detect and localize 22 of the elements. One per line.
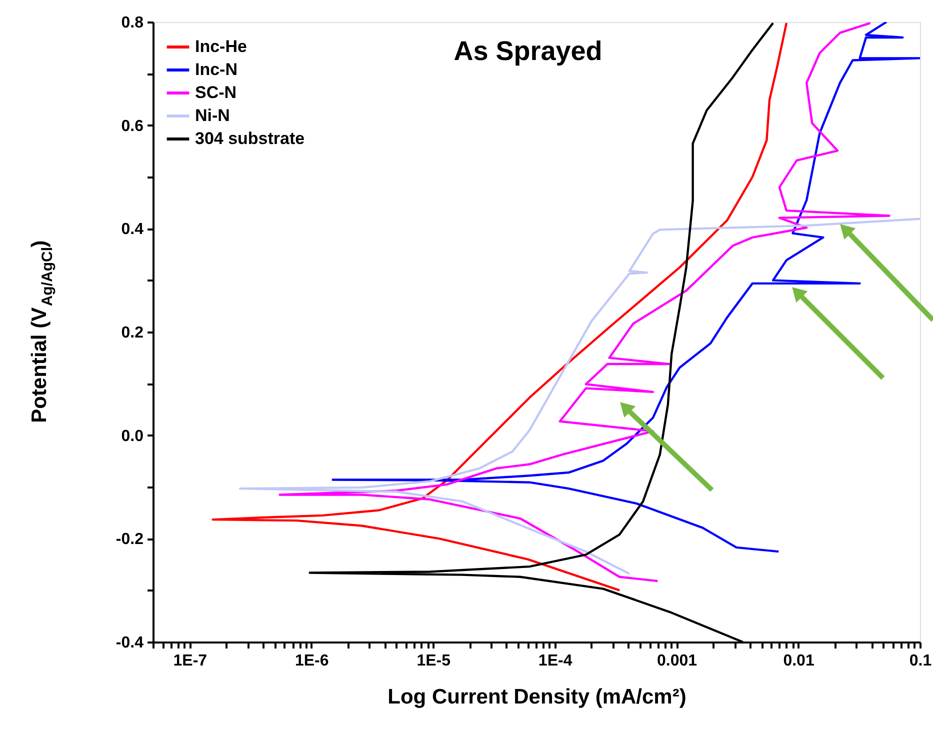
- x-axis-title: Log Current Density (mA/cm²): [388, 686, 686, 708]
- legend-label: SC-N: [195, 83, 237, 102]
- legend-label: Ni-N: [195, 106, 230, 125]
- text: As Sprayed: [454, 36, 602, 66]
- legend-label: 304 substrate: [195, 129, 305, 148]
- y-tick-label: -0.2: [116, 531, 144, 548]
- legend-label: Inc-He: [195, 37, 247, 56]
- x-tick-label: 1E-5: [416, 652, 451, 670]
- y-tick-label: 0.0: [121, 428, 144, 445]
- x-tick-label: 1E-7: [173, 652, 208, 670]
- x-tick-label: 0.1: [909, 652, 932, 670]
- y-axis-title: Potential (VAg/AgCl): [28, 240, 56, 423]
- y-tick-label: 0.6: [121, 118, 144, 135]
- y-tick-label: -0.4: [116, 634, 144, 652]
- y-tick-label: 0.4: [121, 221, 144, 238]
- x-tick-label: 1E-4: [538, 652, 572, 670]
- y-tick-label: 0.2: [121, 324, 144, 342]
- y-tick-label: 0.8: [121, 14, 144, 32]
- x-tick-label: 1E-6: [294, 652, 329, 670]
- x-tick-label: 0.01: [783, 652, 814, 670]
- legend-label: Inc-N: [195, 60, 238, 79]
- x-tick-label: 0.001: [657, 652, 698, 670]
